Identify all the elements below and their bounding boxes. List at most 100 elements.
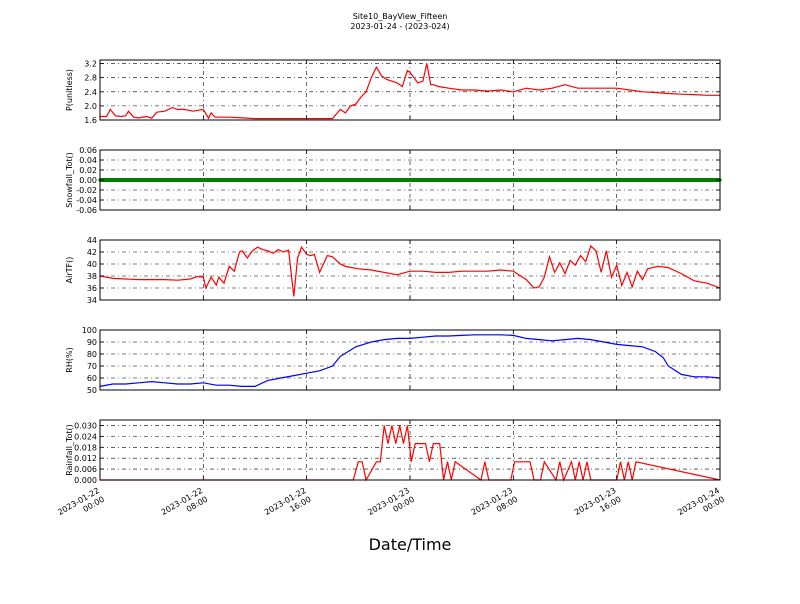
data-point: [272, 178, 276, 182]
chart-subtitle: 2023-01-24 - (2023-024): [350, 22, 449, 31]
y-tick-label: 36: [87, 284, 97, 293]
data-point: [201, 178, 205, 182]
y-tick-label: 0.00: [79, 176, 97, 185]
data-point: [624, 178, 628, 182]
data-point: [589, 178, 593, 182]
data-point: [686, 178, 690, 182]
y-tick-label: 34: [87, 296, 97, 305]
data-point: [269, 178, 273, 182]
y-tick-label: 2.8: [84, 74, 97, 83]
data-series: [99, 334, 721, 387]
data-point: [282, 178, 286, 182]
y-axis-label: Rainfall_Tot(): [65, 424, 74, 476]
data-point: [127, 178, 131, 182]
data-point: [498, 178, 503, 182]
y-tick-label: 0.030: [74, 421, 97, 430]
data-point: [305, 178, 309, 182]
data-point: [311, 178, 315, 182]
data-point: [169, 178, 173, 182]
data-point: [550, 178, 554, 182]
data-point: [569, 178, 574, 182]
data-point: [527, 178, 532, 182]
data-point: [482, 178, 486, 182]
data-point: [208, 178, 212, 182]
y-tick-label: 1.6: [84, 116, 97, 125]
data-point: [437, 178, 441, 182]
data-point: [111, 178, 115, 182]
data-point: [276, 178, 280, 182]
data-point: [653, 178, 658, 182]
y-tick-label: 0.006: [74, 465, 97, 474]
data-point: [250, 178, 254, 182]
data-point: [669, 178, 674, 182]
data-point: [702, 178, 706, 182]
data-point: [166, 178, 170, 182]
data-point: [524, 178, 528, 182]
data-point: [450, 178, 454, 182]
data-point: [424, 178, 428, 182]
data-point: [637, 178, 641, 182]
y-tick-label: 100: [82, 326, 97, 335]
data-point: [621, 178, 625, 182]
y-tick-label: 0.04: [79, 156, 97, 165]
data-point: [631, 178, 635, 182]
data-point: [137, 178, 141, 182]
y-tick-label: 0.06: [79, 146, 97, 155]
data-point: [124, 178, 128, 182]
data-point: [427, 178, 431, 182]
data-point: [395, 178, 399, 182]
data-point: [560, 178, 564, 182]
data-point: [211, 178, 215, 182]
data-point: [243, 178, 247, 182]
panel-3: 34 36 38 40 42 44 AirTF(): [65, 236, 721, 305]
data-point: [259, 178, 264, 182]
panel-2: -0.06-0.04-0.020.000.020.040.06 Snowfall_…: [65, 146, 722, 215]
y-tick-label: -0.06: [76, 206, 97, 215]
y-tick-label: -0.02: [76, 186, 97, 195]
panel-1: 1.6 2.0 2.4 2.8 3.2 P(unitless): [65, 59, 721, 125]
data-point: [195, 178, 199, 182]
y-tick-label: 2.0: [84, 102, 97, 111]
y-tick-label: 0.012: [74, 454, 97, 463]
data-point: [117, 178, 121, 182]
data-point: [443, 178, 448, 182]
data-point: [130, 178, 134, 182]
data-point: [356, 178, 360, 182]
data-point: [692, 178, 696, 182]
y-tick-label: 3.2: [84, 60, 97, 69]
data-point: [256, 178, 260, 182]
data-point: [456, 178, 461, 182]
data-point: [298, 178, 302, 182]
data-point: [463, 178, 467, 182]
data-point: [531, 178, 535, 182]
data-point: [447, 178, 451, 182]
data-point: [408, 178, 412, 182]
data-point: [246, 178, 251, 182]
data-point: [372, 178, 377, 182]
data-point: [234, 178, 238, 182]
data-point: [192, 178, 196, 182]
data-point: [389, 178, 393, 182]
data-point: [556, 178, 561, 182]
y-axis-label: Snowfall_Tot(): [65, 152, 74, 208]
panels-group: 1.6 2.0 2.4 2.8 3.2 P(unitless) -0.06-0.04-0.0…: [56, 59, 726, 517]
data-point: [534, 178, 538, 182]
x-axis-label: Date/Time: [369, 535, 452, 554]
data-point: [553, 178, 557, 182]
y-axis-label: P(unitless): [65, 69, 74, 111]
y-tick-label: 0.024: [74, 432, 97, 441]
data-point: [440, 178, 444, 182]
data-point: [595, 178, 599, 182]
data-point: [411, 178, 415, 182]
data-point: [472, 178, 477, 182]
data-point: [343, 178, 348, 182]
y-tick-label: 38: [87, 272, 97, 281]
data-point: [317, 178, 322, 182]
data-point: [644, 178, 648, 182]
data-point: [579, 178, 583, 182]
